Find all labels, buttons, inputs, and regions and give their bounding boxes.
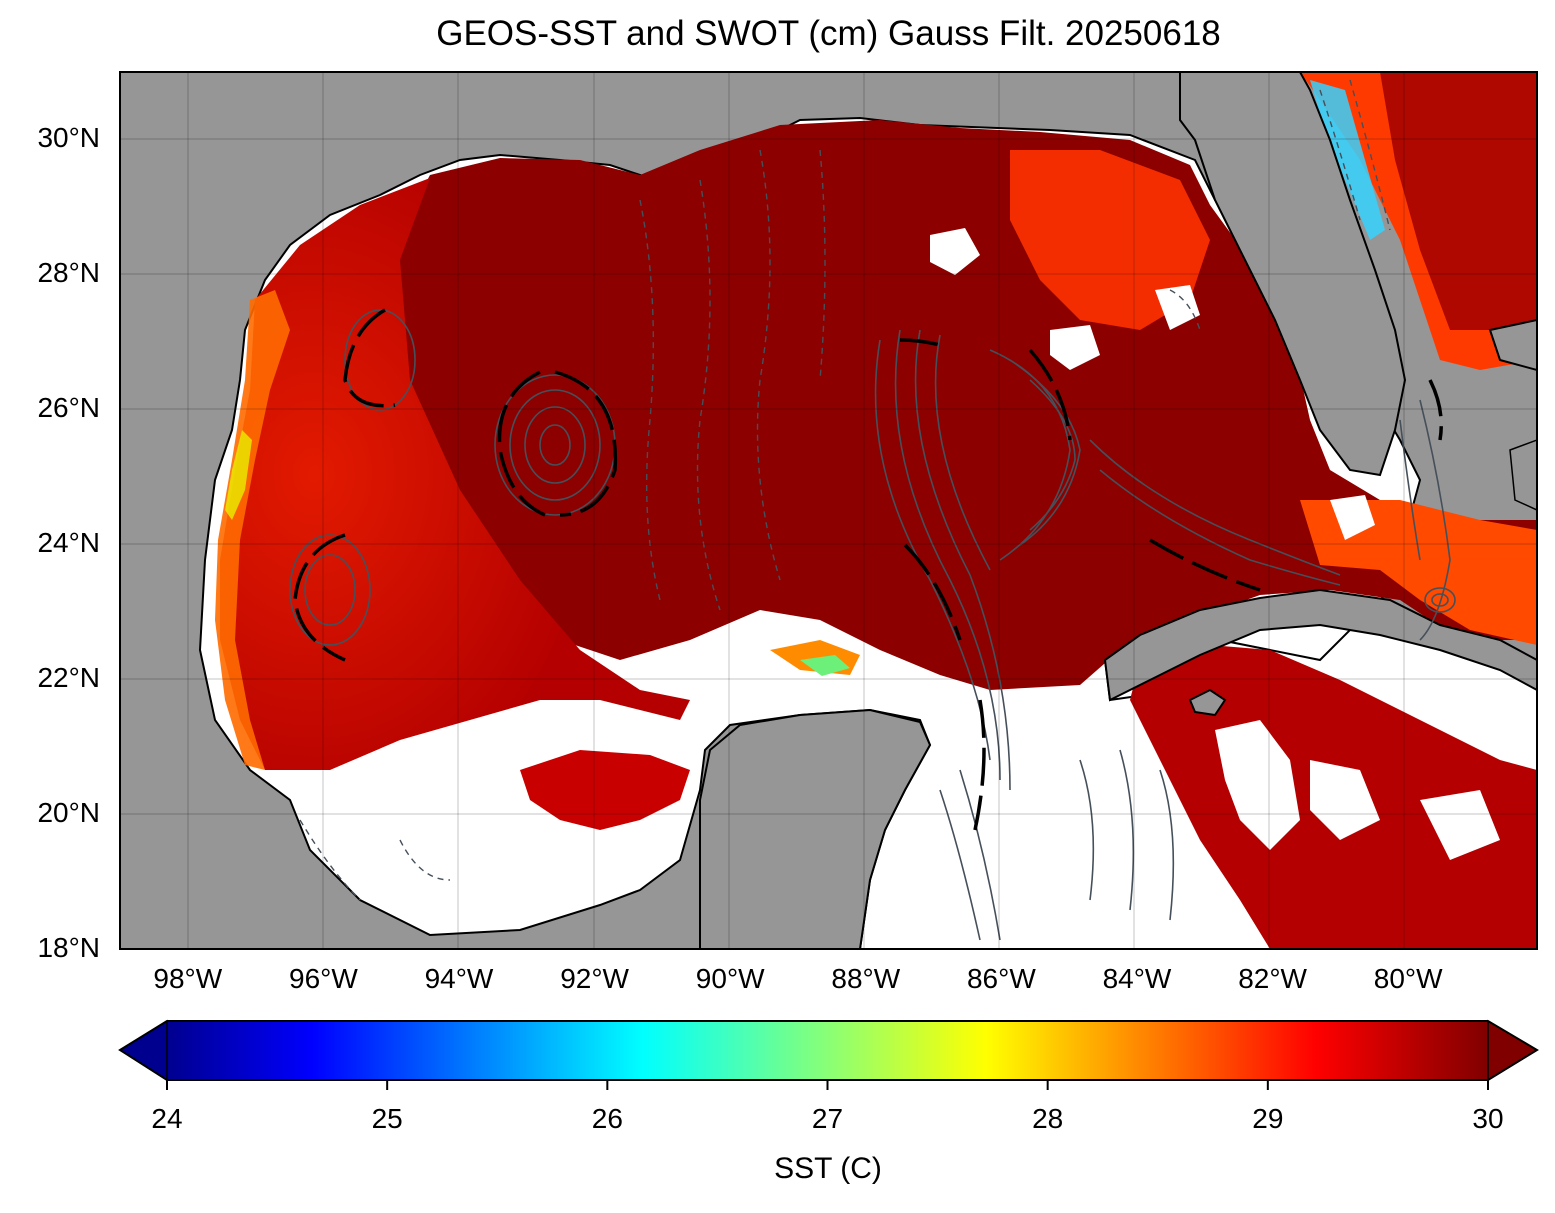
lon-tick-label: 84°W bbox=[1102, 963, 1172, 994]
isla-juventud bbox=[1188, 688, 1227, 717]
atlantic-cool-coast bbox=[1310, 80, 1385, 240]
missing-data-holes bbox=[930, 228, 1500, 860]
colorbar-tick-label: 26 bbox=[591, 1103, 623, 1134]
lon-tick-label: 88°W bbox=[831, 963, 901, 994]
colorbar-tick-label: 28 bbox=[1032, 1103, 1064, 1134]
sst-florida-straits bbox=[1300, 500, 1537, 645]
colorbar-tick-label: 29 bbox=[1252, 1103, 1284, 1134]
sst-field-west bbox=[220, 178, 690, 770]
map-gridlines bbox=[120, 72, 1537, 949]
lon-tick-label: 94°W bbox=[424, 963, 494, 994]
colorbar-title: SST (C) bbox=[774, 1152, 882, 1185]
bahamas bbox=[1488, 318, 1537, 372]
colorbar-tick-label: 27 bbox=[811, 1103, 844, 1134]
ssh-zero-contours bbox=[293, 308, 1443, 831]
bahamas-andros bbox=[1509, 439, 1537, 511]
sst-yucatan-green bbox=[800, 655, 850, 676]
colorbar-gradient bbox=[167, 1021, 1488, 1080]
map-plot-area bbox=[120, 72, 1537, 949]
lon-tick-label: 82°W bbox=[1238, 963, 1307, 994]
figure-title: GEOS-SST and SWOT (cm) Gauss Filt. 20250… bbox=[436, 14, 1221, 53]
lat-tick-label: 24°N bbox=[37, 527, 100, 559]
lat-tick-label: 18°N bbox=[37, 932, 100, 963]
colorbar-tick-label: 30 bbox=[1472, 1103, 1504, 1134]
lon-tick-label: 86°W bbox=[966, 963, 1036, 994]
colorbar-tick-label: 24 bbox=[151, 1103, 183, 1134]
lon-tick-label: 92°W bbox=[560, 963, 629, 994]
lat-tick-label: 28°N bbox=[37, 257, 100, 289]
ssh-contours-dashed bbox=[299, 79, 1391, 901]
colorbar-extend-min bbox=[118, 1019, 168, 1082]
cuba bbox=[1103, 588, 1537, 702]
yucatan-peninsula bbox=[699, 708, 932, 949]
lat-tick-label: 26°N bbox=[37, 392, 100, 424]
atlantic-warm-core bbox=[1380, 72, 1537, 330]
florida-peninsula bbox=[1179, 72, 1407, 477]
colorbar-ticks bbox=[166, 1080, 1489, 1090]
sst-campeche-patch bbox=[520, 750, 690, 830]
lat-tick-label: 20°N bbox=[37, 797, 100, 829]
lon-tick-label: 80°W bbox=[1373, 963, 1443, 994]
lon-tick-label: 98°W bbox=[153, 963, 223, 994]
lon-tick-label: 90°W bbox=[695, 963, 765, 994]
colorbar bbox=[118, 1019, 1539, 1090]
sst-coastal-yellow bbox=[225, 430, 252, 520]
lat-tick-label: 22°N bbox=[37, 662, 100, 694]
ssh-contours bbox=[289, 309, 1456, 941]
lat-tick-label: 30°N bbox=[37, 122, 100, 154]
sst-coastal-west bbox=[215, 290, 290, 770]
colorbar-extend-max bbox=[1487, 1019, 1539, 1082]
lon-tick-label: 96°W bbox=[289, 963, 358, 994]
colorbar-tick-label: 25 bbox=[371, 1103, 403, 1134]
sst-eastern-shelf bbox=[1010, 150, 1210, 330]
map-frame bbox=[119, 71, 1538, 950]
